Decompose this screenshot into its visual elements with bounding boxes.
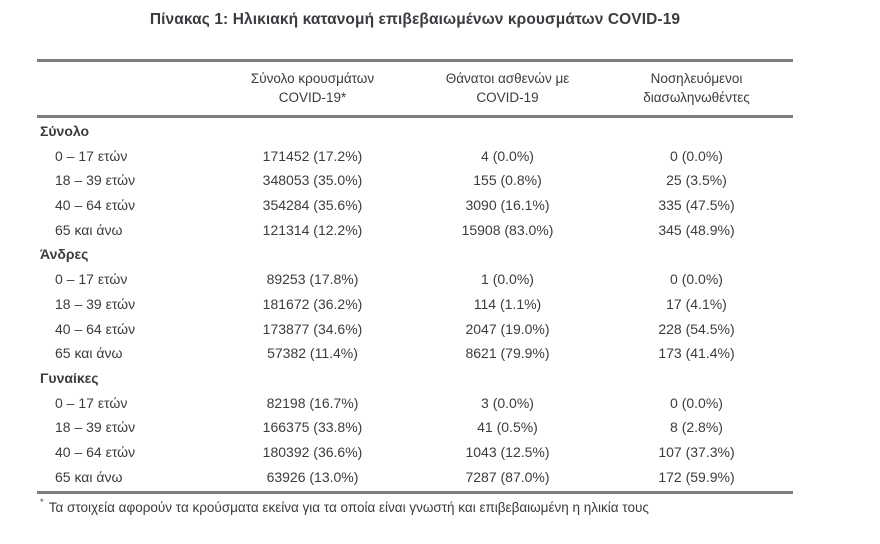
intubated-value-cell: 8 (2.8%) — [670, 419, 723, 436]
age-group-label: 0 – 17 ετών — [55, 271, 128, 288]
age-group-label: 18 – 39 ετών — [55, 419, 136, 436]
intubated-value-cell: 335 (47.5%) — [658, 197, 735, 214]
deaths-value-cell: 1043 (12.5%) — [465, 443, 550, 460]
section-row: Άνδρες — [37, 242, 793, 267]
cases-value-cell: 354284 (35.6%) — [262, 197, 363, 214]
cases-value-cell: 63926 (13.0%) — [266, 468, 359, 485]
table-body: Σύνολο 0 – 17 ετών 171452 (17.2%) 4 (0.0%) 0… — [37, 118, 793, 491]
table-row: 0 – 17 ετών 89253 (17.8%) 1 (0.0%) 0 (0.0%) — [37, 267, 793, 292]
section-row: Σύνολο — [37, 119, 793, 144]
column-header-total-cases-line2: COVID-19* — [278, 89, 347, 105]
column-header-intubated-line2: διασωληνωθέντες — [643, 89, 750, 105]
table-top-rule — [37, 59, 793, 62]
table-row: 18 – 39 ετών 166375 (33.8%) 41 (0.5%) 8 (2.… — [37, 415, 793, 440]
cases-value-cell: 181672 (36.2%) — [262, 295, 363, 312]
table-row: 18 – 39 ετών 348053 (35.0%) 155 (0.8%) 25 (… — [37, 168, 793, 193]
age-group-label: 65 και άνω — [55, 221, 123, 238]
deaths-value-cell: 8621 (79.9%) — [465, 345, 550, 362]
age-group-label: 0 – 17 ετών — [55, 147, 128, 164]
footnote-asterisk: * — [40, 497, 44, 508]
deaths-value-cell: 2047 (19.0%) — [465, 320, 550, 337]
table-row: 0 – 17 ετών 82198 (16.7%) 3 (0.0%) 0 (0.0%) — [37, 391, 793, 416]
table-row: 40 – 64 ετών 180392 (36.6%) 1043 (12.5%) 10… — [37, 440, 793, 465]
table-bottom-rule — [37, 491, 793, 495]
column-header-deaths-line1: Θάνατοι ασθενών με — [445, 71, 570, 86]
section-label: Γυναίκες — [40, 369, 99, 386]
intubated-value-cell: 0 (0.0%) — [670, 147, 723, 164]
table-row: 18 – 39 ετών 181672 (36.2%) 114 (1.1%) 17 (… — [37, 292, 793, 317]
age-group-label: 0 – 17 ετών — [55, 394, 128, 411]
intubated-value-cell: 0 (0.0%) — [670, 394, 723, 411]
column-header-empty — [37, 70, 210, 107]
table-row: 40 – 64 ετών 354284 (35.6%) 3090 (16.1%) 33… — [37, 193, 793, 218]
deaths-value-cell: 1 (0.0%) — [481, 271, 534, 288]
age-group-label: 18 – 39 ετών — [55, 295, 136, 312]
table-row: 40 – 64 ετών 173877 (34.6%) 2047 (19.0%) 22… — [37, 317, 793, 342]
table-header-rule — [37, 115, 793, 118]
table-row: 65 και άνω 63926 (13.0%) 7287 (87.0%) 172 (… — [37, 465, 793, 490]
table-row: 0 – 17 ετών 171452 (17.2%) 4 (0.0%) 0 (0.0%… — [37, 144, 793, 169]
cases-value-cell: 173877 (34.6%) — [262, 320, 363, 337]
cases-value-cell: 57382 (11.4%) — [267, 345, 358, 362]
age-group-label: 65 και άνω — [55, 345, 123, 362]
deaths-value-cell: 15908 (83.0%) — [461, 221, 554, 238]
intubated-value-cell: 173 (41.4%) — [658, 345, 735, 362]
age-group-label: 18 – 39 ετών — [55, 172, 136, 189]
intubated-value-cell: 0 (0.0%) — [670, 271, 723, 288]
intubated-value-cell: 17 (4.1%) — [666, 295, 727, 312]
age-group-label: 40 – 64 ετών — [55, 197, 136, 214]
deaths-value-cell: 7287 (87.0%) — [465, 468, 550, 485]
footnote: * Τα στοιχεία αφορούν τα κρούσματα εκείνα… — [40, 497, 820, 515]
intubated-value-cell: 345 (48.9%) — [658, 221, 735, 238]
age-distribution-table: Σύνολο κρουσμάτων COVID-19* Θάνατοι ασθε… — [37, 59, 793, 495]
deaths-value-cell: 114 (1.1%) — [473, 295, 542, 312]
deaths-value-cell: 4 (0.0%) — [481, 147, 534, 164]
deaths-value-cell: 155 (0.8%) — [473, 172, 542, 189]
age-group-label: 40 – 64 ετών — [55, 443, 136, 460]
column-header-deaths: Θάνατοι ασθενών με COVID-19 — [415, 70, 600, 107]
cases-value-cell: 171452 (17.2%) — [262, 147, 363, 164]
intubated-value-cell: 107 (37.3%) — [658, 443, 735, 460]
cases-value-cell: 82198 (16.7%) — [266, 394, 359, 411]
section-label: Άνδρες — [40, 246, 89, 263]
column-header-deaths-line2: COVID-19 — [476, 89, 539, 105]
table-row: 65 και άνω 57382 (11.4%) 8621 (79.9%) 173 (… — [37, 341, 793, 366]
column-header-intubated: Νοσηλευόμενοι διασωληνωθέντες — [600, 70, 793, 107]
cases-value-cell: 89253 (17.8%) — [266, 271, 359, 288]
table-row: 65 και άνω 121314 (12.2%) 15908 (83.0%) 345… — [37, 218, 793, 243]
deaths-value-cell: 3 (0.0%) — [481, 394, 534, 411]
page-title: Πίνακας 1: Ηλικιακή κατανομή επιβεβαιωμέ… — [149, 11, 681, 28]
intubated-value-cell: 172 (59.9%) — [658, 468, 735, 485]
intubated-value-cell: 25 (3.5%) — [666, 172, 727, 189]
section-label: Σύνολο — [40, 123, 90, 139]
footnote-text: Τα στοιχεία αφορούν τα κρούσματα εκείνα … — [48, 500, 649, 515]
section-row: Γυναίκες — [37, 366, 793, 391]
cases-value-cell: 180392 (36.6%) — [262, 443, 363, 460]
deaths-value-cell: 41 (0.5%) — [477, 419, 538, 436]
deaths-value-cell: 3090 (16.1%) — [465, 197, 550, 214]
cases-value-cell: 166375 (33.8%) — [262, 419, 363, 436]
age-group-label: 40 – 64 ετών — [55, 320, 136, 337]
column-header-intubated-line1: Νοσηλευόμενοι — [650, 71, 743, 86]
age-group-label: 65 και άνω — [55, 468, 123, 485]
cases-value-cell: 348053 (35.0%) — [262, 172, 363, 189]
intubated-value-cell: 228 (54.5%) — [658, 320, 735, 337]
column-header-total-cases: Σύνολο κρουσμάτων COVID-19* — [210, 70, 415, 107]
cases-value-cell: 121314 (12.2%) — [262, 221, 363, 238]
column-header-total-cases-line1: Σύνολο κρουσμάτων — [250, 71, 375, 86]
table-header-row: Σύνολο κρουσμάτων COVID-19* Θάνατοι ασθε… — [37, 62, 793, 115]
